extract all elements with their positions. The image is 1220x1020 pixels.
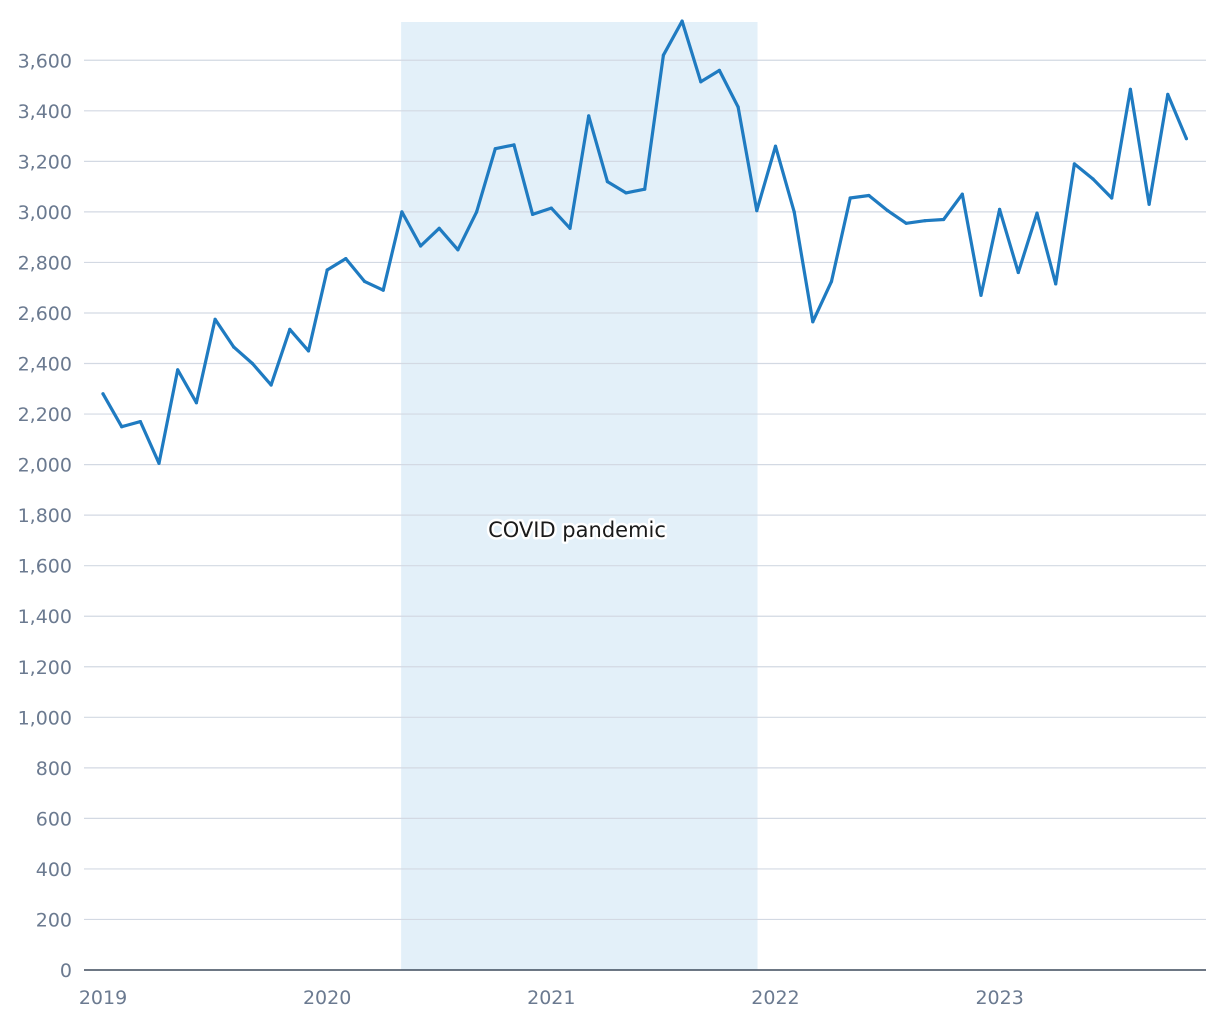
data-point	[661, 53, 666, 57]
data-point	[1054, 282, 1058, 286]
y-tick-label: 400	[36, 859, 72, 881]
data-point	[194, 401, 198, 405]
data-point	[549, 206, 553, 210]
data-point	[587, 114, 591, 118]
x-tick-label: 2020	[303, 987, 351, 1009]
data-point	[1166, 92, 1170, 96]
data-point	[904, 221, 908, 225]
x-tick-label: 2021	[527, 987, 575, 1009]
data-point	[643, 187, 647, 191]
data-point	[605, 180, 610, 184]
data-point	[120, 425, 124, 429]
data-point	[867, 193, 871, 198]
x-tick-label: 2023	[975, 987, 1023, 1009]
y-tick-label: 2,000	[18, 455, 72, 477]
y-tick-label: 3,200	[18, 151, 72, 173]
data-point	[923, 219, 927, 223]
y-tick-label: 2,400	[18, 354, 72, 376]
data-point	[1128, 87, 1132, 91]
data-point	[325, 268, 329, 272]
data-point	[362, 279, 367, 283]
data-point	[848, 196, 852, 200]
data-point	[699, 80, 703, 84]
data-point	[344, 257, 348, 261]
data-point	[568, 226, 572, 230]
y-tick-label: 1,800	[18, 505, 72, 527]
series-line-layer	[101, 19, 1189, 465]
data-point	[493, 147, 497, 151]
data-point	[456, 248, 460, 252]
y-tick-label: 3,600	[18, 50, 72, 72]
x-tick-label: 2022	[751, 987, 799, 1009]
data-point	[680, 19, 684, 23]
data-point	[829, 279, 834, 283]
data-point	[531, 212, 535, 216]
data-point	[437, 226, 441, 230]
data-point	[512, 143, 516, 147]
data-point	[979, 293, 983, 297]
data-point	[138, 420, 142, 424]
data-point	[306, 349, 311, 353]
data-point	[773, 144, 778, 148]
y-tick-label: 200	[36, 909, 72, 931]
data-point	[736, 105, 740, 109]
data-point	[381, 288, 385, 292]
data-point	[1091, 177, 1095, 181]
y-tick-label: 1,400	[18, 606, 72, 628]
y-tick-label: 2,200	[18, 404, 72, 426]
y-tick-label: 0	[60, 960, 72, 982]
y-tick-label: 1,600	[18, 556, 72, 578]
x-tick-label: 2019	[79, 987, 127, 1009]
data-point	[157, 461, 161, 465]
data-point	[232, 345, 236, 349]
data-point	[1184, 137, 1188, 141]
data-point	[1110, 196, 1114, 200]
data-point	[792, 210, 796, 214]
data-point	[288, 327, 292, 331]
data-point	[1147, 202, 1151, 206]
y-tick-label: 2,800	[18, 252, 72, 274]
y-tick-label: 2,600	[18, 303, 72, 325]
data-point	[1035, 211, 1039, 215]
data-point	[942, 217, 946, 222]
data-point	[269, 383, 273, 387]
data-point	[998, 207, 1002, 211]
data-point	[755, 209, 759, 213]
data-point	[886, 209, 890, 213]
data-point	[624, 191, 628, 195]
y-tick-label: 800	[36, 758, 72, 780]
y-tick-label: 1,200	[18, 657, 72, 679]
covid-annotation-halo: COVID pandemic	[488, 518, 666, 542]
data-point	[1072, 162, 1076, 166]
y-tick-label: 3,400	[18, 101, 72, 123]
data-point	[811, 320, 815, 324]
data-point	[1016, 270, 1020, 275]
data-point	[176, 368, 180, 372]
covid-annotation-label: COVID pandemic	[488, 518, 666, 542]
data-point	[213, 317, 217, 321]
tick-labels: 0 200 400 600 800 1,000 1,200 1,400 1,600 1,800 2,…	[18, 50, 1024, 1009]
data-point	[250, 361, 254, 366]
data-point	[101, 392, 105, 396]
data-point	[717, 68, 722, 72]
data-point	[475, 210, 479, 214]
data-point	[400, 210, 404, 214]
data-point	[960, 192, 964, 196]
gridlines	[84, 59, 1206, 921]
y-tick-label: 1,000	[18, 707, 72, 729]
y-tick-label: 3,000	[18, 202, 72, 224]
y-tick-label: 600	[36, 808, 72, 830]
data-point	[419, 244, 423, 248]
